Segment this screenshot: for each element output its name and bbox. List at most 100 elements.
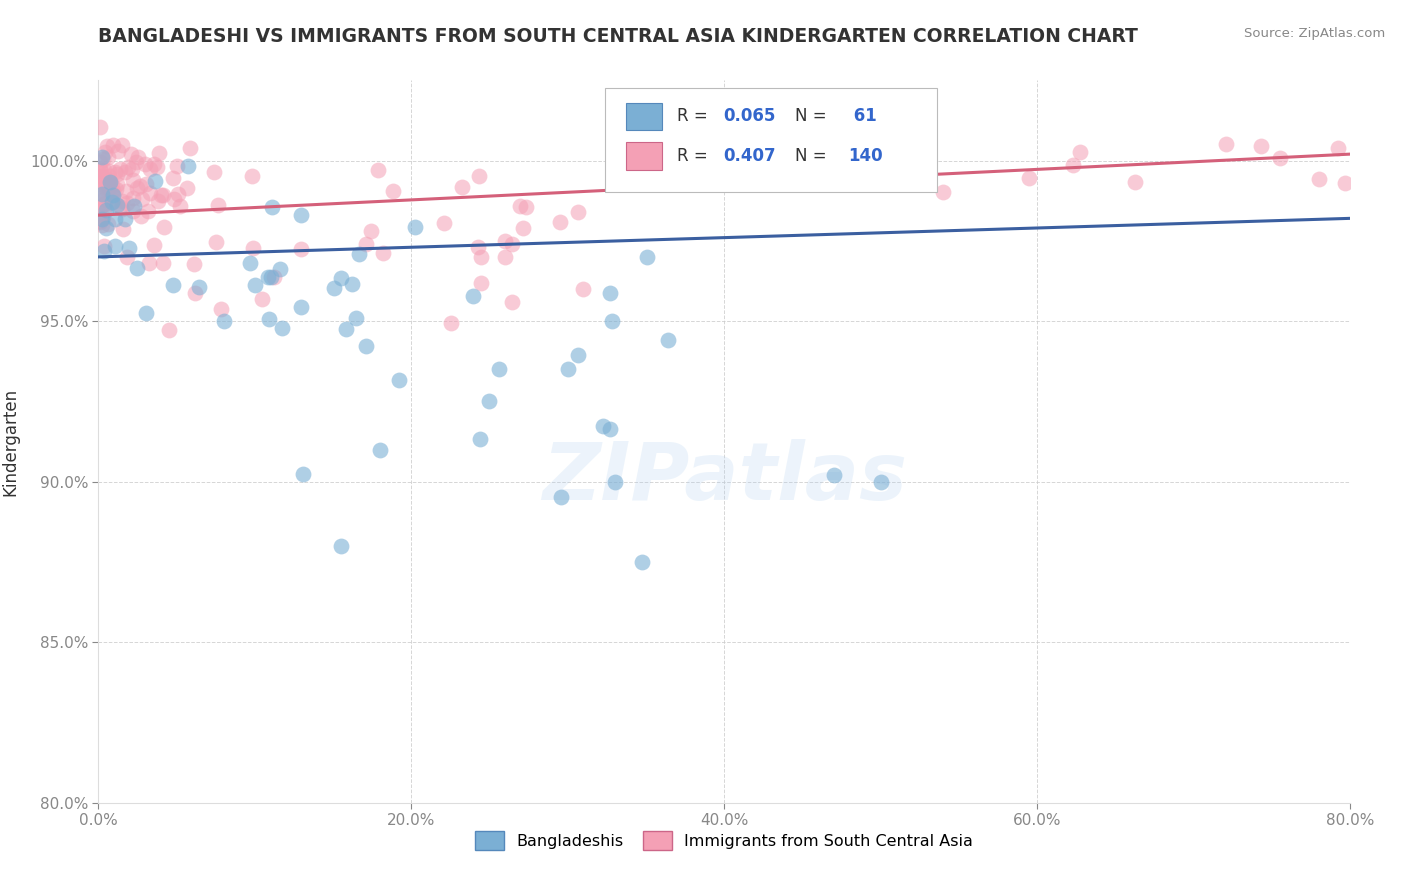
Text: ZIPatlas: ZIPatlas (541, 439, 907, 516)
Point (110, 162, 132, 177)
Point (96, 177, 118, 191)
Point (290, 300, 312, 314)
Point (636, 250, 658, 264)
Point (125, 260, 148, 275)
Point (335, 322, 357, 336)
Legend: Bangladeshis, Immigrants from South Central Asia: Bangladeshis, Immigrants from South Cent… (468, 825, 980, 856)
Point (139, 186, 162, 201)
Point (367, 163, 389, 178)
Y-axis label: Kindergarten: Kindergarten (1, 387, 18, 496)
Point (889, 155, 911, 169)
Point (89, 201, 111, 215)
Point (167, 186, 190, 201)
Point (112, 222, 135, 236)
Point (783, 162, 806, 177)
Point (93, 162, 115, 177)
Point (1062, 158, 1084, 172)
Point (111, 202, 134, 217)
Point (135, 177, 157, 191)
Point (90, 212, 112, 227)
Point (107, 144, 129, 158)
Point (1069, 145, 1091, 159)
Point (93, 197, 115, 211)
Point (111, 194, 134, 209)
Point (89, 173, 111, 187)
Point (239, 256, 262, 270)
Point (89, 120, 111, 134)
Point (93, 239, 115, 253)
Point (290, 208, 312, 222)
Point (93, 145, 115, 159)
Point (94, 179, 117, 194)
Point (153, 220, 176, 235)
Point (91, 218, 114, 232)
Point (146, 160, 169, 174)
Point (347, 246, 370, 260)
Point (1250, 139, 1272, 153)
Point (354, 237, 377, 252)
Point (89, 161, 111, 176)
Point (176, 181, 198, 195)
Point (122, 198, 145, 212)
FancyBboxPatch shape (605, 87, 936, 193)
Point (494, 234, 516, 248)
Point (129, 178, 152, 193)
Point (291, 467, 314, 482)
Point (344, 311, 367, 326)
Point (105, 198, 128, 212)
Point (101, 137, 124, 152)
Point (101, 194, 124, 209)
Text: 0.065: 0.065 (723, 107, 775, 126)
Point (600, 314, 623, 328)
Point (111, 138, 134, 153)
Point (89, 155, 111, 169)
Point (103, 184, 125, 198)
Point (931, 185, 953, 199)
Point (207, 198, 229, 212)
Text: N =: N = (796, 147, 832, 165)
Point (89, 162, 111, 177)
Point (89, 172, 111, 186)
Point (631, 555, 654, 569)
Point (290, 243, 312, 257)
Point (97, 150, 120, 164)
Point (853, 156, 876, 170)
Point (121, 161, 143, 176)
Point (104, 239, 127, 253)
Point (188, 280, 211, 294)
FancyBboxPatch shape (627, 103, 661, 130)
Point (136, 203, 159, 218)
Point (603, 475, 626, 489)
Point (101, 188, 124, 202)
Point (1333, 176, 1355, 190)
Point (467, 239, 489, 253)
Point (166, 159, 188, 173)
Point (98, 175, 121, 189)
Point (869, 475, 891, 489)
Point (104, 182, 127, 196)
Point (468, 432, 491, 446)
Point (515, 200, 537, 214)
Point (98, 164, 121, 178)
Point (262, 201, 284, 215)
Point (354, 339, 377, 353)
Text: 0.407: 0.407 (723, 147, 776, 165)
Point (488, 362, 510, 376)
Point (184, 285, 207, 300)
Point (125, 154, 148, 169)
Point (89, 214, 111, 228)
Point (94, 186, 117, 200)
Point (89, 191, 111, 205)
Point (135, 306, 157, 320)
Text: 140: 140 (848, 147, 883, 165)
Text: N =: N = (796, 107, 832, 126)
Point (114, 165, 136, 179)
Point (1270, 152, 1292, 166)
Point (368, 442, 391, 457)
Point (94, 196, 117, 211)
Point (179, 141, 201, 155)
Point (129, 209, 152, 223)
Point (101, 188, 124, 202)
Point (205, 235, 228, 249)
Point (263, 270, 285, 285)
